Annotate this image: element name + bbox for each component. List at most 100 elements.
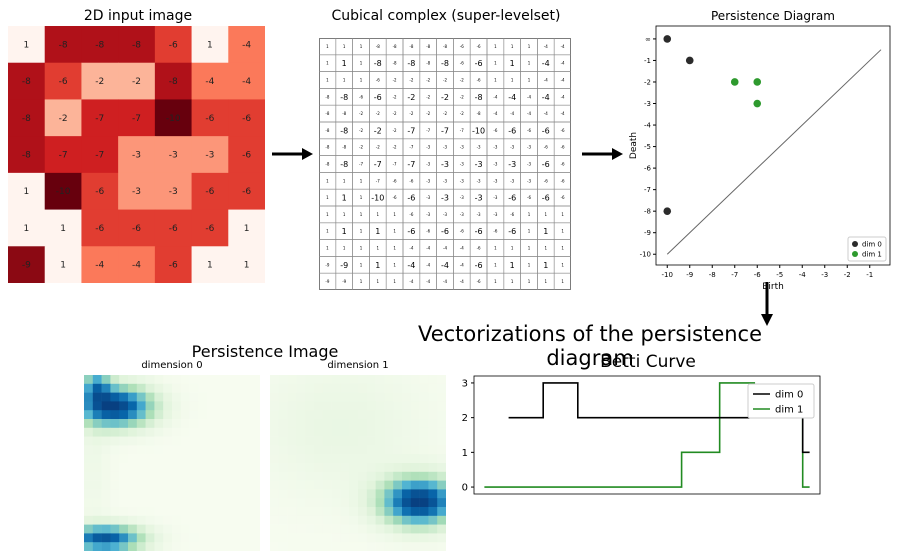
persistence-image-pixel [180,533,190,543]
persistence-image-pixel [110,427,120,437]
persistence-image-pixel [189,454,199,464]
input-image-cell-value: -3 [169,187,178,197]
persistence-image-pixel [163,480,173,490]
persistence-image-pixel [322,533,332,543]
complex-cell-value: 1 [326,212,329,217]
complex-cell-value: -2 [359,128,363,133]
persistence-image-pixel [340,524,350,534]
persistence-image-pixel [384,436,394,446]
persistence-image-pixel [251,471,260,481]
pd-y-tick-label: -10 [640,251,651,259]
persistence-image-pixel [145,498,155,508]
persistence-image-pixel [189,489,199,499]
persistence-image-pixel [340,533,350,543]
persistence-image-pixel [242,375,252,385]
complex-cell-value: -6 [407,194,415,203]
persistence-image-pixel [384,419,394,429]
persistence-image-pixel [172,427,182,437]
persistence-image-pixel [410,533,420,543]
persistence-image-pixel [136,471,146,481]
complex-cell-value: 1 [528,78,531,83]
persistence-image-pixel [296,401,306,411]
complex-cell-value: -3 [493,162,497,167]
persistence-image-pixel [428,463,438,473]
persistence-image-pixel [349,515,359,525]
pd-title: Persistence Diagram [711,9,835,23]
persistence-image-pixel [349,454,359,464]
persistence-image-pixel [270,427,280,437]
persistence-image-pixel [358,533,368,543]
persistence-image-pixel [287,375,297,385]
persistence-image-pixel [163,454,173,464]
persistence-image-pixel [207,427,217,437]
persistence-image-pixel [410,454,420,464]
input-image-cell-value: -6 [132,224,141,234]
persistence-image-pixel [340,542,350,551]
complex-cell-value: -4 [460,246,464,251]
persistence-image-pixel [437,427,446,437]
complex-cell-value: -6 [477,246,481,251]
pd-x-tick-label: -9 [686,271,693,279]
persistence-image-pixel [270,480,280,490]
input-image-cell [191,62,229,100]
persistence-image-pixel [437,489,446,499]
input-image-cell [81,99,119,137]
complex-cell-value: -6 [508,194,516,203]
input-image-heatmap: 1 -8 -8 -8 -6 1 -4 -8 -6 -2 -2 -8 -4 -4 -8 -2 -7 -7 -10 -6 -… [8,26,265,283]
persistence-image-pixel [233,498,243,508]
persistence-image-pixel [207,480,217,490]
persistence-image-pixel [437,515,446,525]
persistence-image-pixel [270,419,280,429]
persistence-image-pixel [216,463,226,473]
persistence-image-pixel [154,480,164,490]
persistence-image-pixel [410,542,420,551]
input-image-cell-value: 1 [244,224,250,234]
input-image-cell [44,99,82,137]
persistence-image-pixel [110,542,120,551]
persistence-image-pixel [278,524,288,534]
persistence-image-pixel [216,480,226,490]
persistence-image-pixel [375,401,385,411]
complex-cell-value: -6 [510,212,514,217]
input-image-cell-value: -2 [95,77,104,87]
persistence-image-pixel [375,463,385,473]
persistence-image-pixel [419,480,429,490]
persistence-image-pixel [163,489,173,499]
persistence-image-pixel [242,401,252,411]
persistence-image-pixel [278,471,288,481]
input-image-cell [8,99,46,137]
complex-cell-value: -6 [561,195,565,200]
persistence-image-pixel [84,463,94,473]
persistence-image-pixel [224,383,234,393]
persistence-image-pixel [384,463,394,473]
persistence-image-pixel [198,463,208,473]
persistence-image-pixel [437,480,446,490]
persistence-image-pixel [224,427,234,437]
persistence-image-pixel [207,507,217,517]
betti-y-tick-label: 3 [462,378,468,389]
persistence-image-pixel [251,454,260,464]
pd-y-tick-label: -5 [644,143,651,151]
persistence-image-pixel [366,454,376,464]
persistence-image-pixel [402,507,412,517]
complex-cell-value: -8 [477,111,481,116]
persistence-image-pixel [84,427,94,437]
input-image-cell-value: -8 [22,114,31,124]
persistence-image-pixel [242,489,252,499]
persistence-image-pixel [410,480,420,490]
persistence-image-pixel [296,507,306,517]
persistence-image-pixel [366,498,376,508]
complex-cell-value: -3 [477,145,481,150]
complex-cell-value: -6 [460,61,464,66]
persistence-image-pixel [207,401,217,411]
persistence-image-pixel [154,454,164,464]
persistence-image-pixel [119,401,129,411]
persistence-image-pixel [119,489,129,499]
persistence-image-pixel [384,498,394,508]
persistence-image-pixel [92,454,102,464]
input-image-cell [118,246,156,283]
persistence-image-pixel [128,410,138,420]
persistence-image-pixel [393,436,403,446]
persistence-image-pixel [145,410,155,420]
input-image-cell [154,209,193,247]
